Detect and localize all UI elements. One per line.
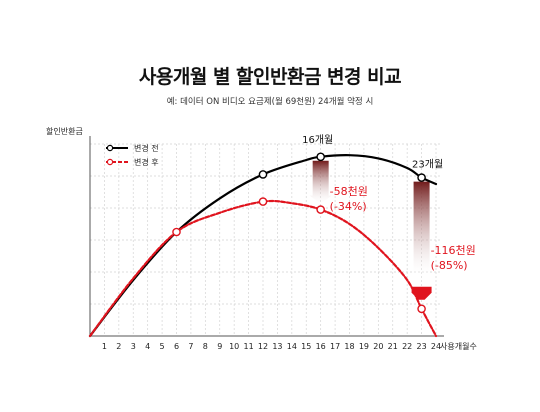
- x-tick-label: 19: [359, 342, 369, 351]
- x-tick-label: 10: [229, 342, 239, 351]
- series-lines: [88, 154, 438, 338]
- x-tick-label: 18: [344, 342, 354, 351]
- month-label: 16개월: [302, 134, 333, 146]
- annotation-labels: 16개월 -58천원 (-34%) 23개월 -116천원 (-85%): [302, 134, 476, 272]
- x-tick-label: 23: [416, 342, 426, 351]
- drop-arrows: [309, 160, 433, 303]
- x-tick-label: 6: [174, 342, 179, 351]
- data-point-marker: [316, 205, 325, 214]
- chart-subtitle: 예: 데이터 ON 비디오 요금제(월 69천원) 24개월 약정 시: [166, 97, 374, 107]
- x-axis-label: 사용개월수: [440, 341, 477, 351]
- x-tick-label: 24: [431, 342, 441, 351]
- x-tick-label: 8: [203, 342, 208, 351]
- legend-swatch-marker: [106, 158, 114, 166]
- drop-arrow: [309, 160, 332, 204]
- x-tick-label: 20: [373, 342, 383, 351]
- x-tick-label: 11: [243, 342, 253, 351]
- x-tick-label: 12: [258, 342, 268, 351]
- data-point-marker: [417, 173, 426, 182]
- x-tick-label: 4: [145, 342, 150, 351]
- x-tick-label: 21: [388, 342, 398, 351]
- x-tick-label: 14: [287, 342, 297, 351]
- y-axis-label: 할인반환금: [46, 126, 83, 136]
- x-tick-label: 2: [116, 342, 121, 351]
- x-tick-label: 16: [316, 342, 326, 351]
- x-tick-label: 1: [102, 342, 107, 351]
- chart-title: 사용개월 별 할인반환금 변경 비교: [138, 66, 402, 88]
- drop-amount-label: -116천원: [431, 243, 476, 257]
- x-tick-labels: 1 2 3 4 5 6 7 8 9 10 11 12 13 14 15 16 17 18 19 20 21 22 23 24: [102, 342, 441, 351]
- drop-percent-label: (-85%): [431, 259, 468, 272]
- x-tick-label: 15: [301, 342, 311, 351]
- drop-amount-label: -58천원: [330, 184, 368, 198]
- legend-swatch-marker: [106, 144, 114, 152]
- data-point-marker: [172, 227, 181, 237]
- legend-entry: 변경 전: [134, 143, 159, 153]
- data-point-marker: [258, 170, 268, 179]
- data-point-marker: [417, 304, 426, 314]
- x-tick-label: 22: [402, 342, 412, 351]
- series-line: [88, 199, 438, 338]
- x-tick-label: 9: [217, 342, 222, 351]
- month-label: 23개월: [412, 159, 443, 171]
- x-tick-label: 13: [272, 342, 282, 351]
- legend: 변경 전변경 후: [106, 143, 159, 167]
- data-point-marker: [258, 197, 268, 206]
- x-tick-label: 5: [160, 342, 165, 351]
- drop-arrow: [410, 181, 433, 303]
- series-markers: [172, 152, 426, 314]
- drop-percent-label: (-34%): [330, 200, 367, 213]
- x-tick-label: 17: [330, 342, 340, 351]
- legend-entry: 변경 후: [134, 157, 159, 167]
- data-point-marker: [316, 152, 325, 162]
- x-tick-label: 3: [131, 342, 136, 351]
- x-tick-label: 7: [188, 342, 193, 351]
